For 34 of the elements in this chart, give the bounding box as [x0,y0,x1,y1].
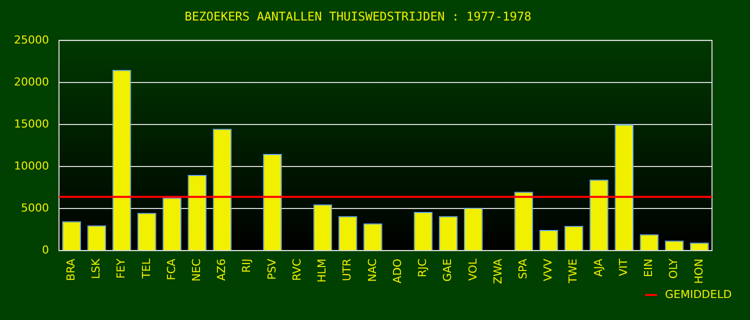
x-tick-label: RJC [416,258,430,278]
x-tick-label: ADO [390,258,404,284]
x-tick-label: NEC [190,258,203,282]
x-tick-label: LSK [90,258,103,279]
x-tick-label: PSV [265,258,278,280]
x-tick-label: SPA [516,258,530,280]
y-tick-label: 20000 [14,75,49,88]
y-tick-label: 0 [42,244,49,257]
x-tick-label: HON [692,258,706,284]
x-tick-label: RIJ [240,258,254,273]
x-tick-label: VOL [466,258,480,281]
x-tick-label: FCA [164,258,178,280]
legend-label: GEMIDDELD [665,288,732,301]
x-tick-label: EIN [642,258,656,278]
x-tick-label: UTR [340,258,354,282]
x-tick-label: VVV [542,258,555,282]
x-tick-label: VIT [616,258,630,276]
y-tick-label: 25000 [14,33,49,46]
x-tick-label: RVC [290,258,304,281]
x-tick-label: NAC [366,258,379,282]
chart-title: BEZOEKERS AANTALLEN THUISWEDSTRIJDEN : 1977-1978 [184,9,532,24]
x-tick-label: OLY [667,258,680,279]
x-tick-label: HLM [316,258,329,283]
y-tick-label: 15000 [14,117,49,130]
y-tick-label: 10000 [14,159,49,172]
x-tick-label: ZWA [491,258,504,284]
x-tick-label: AJA [592,258,605,277]
x-tick-label: TWE [566,258,580,284]
x-tick-label: AZ6 [215,258,228,281]
x-tick-label: BRA [64,258,78,281]
x-tick-label: GAE [441,258,454,282]
x-tick-label: TEL [140,258,153,280]
x-tick-label: FEY [114,258,128,279]
y-tick-label: 5000 [20,201,49,214]
